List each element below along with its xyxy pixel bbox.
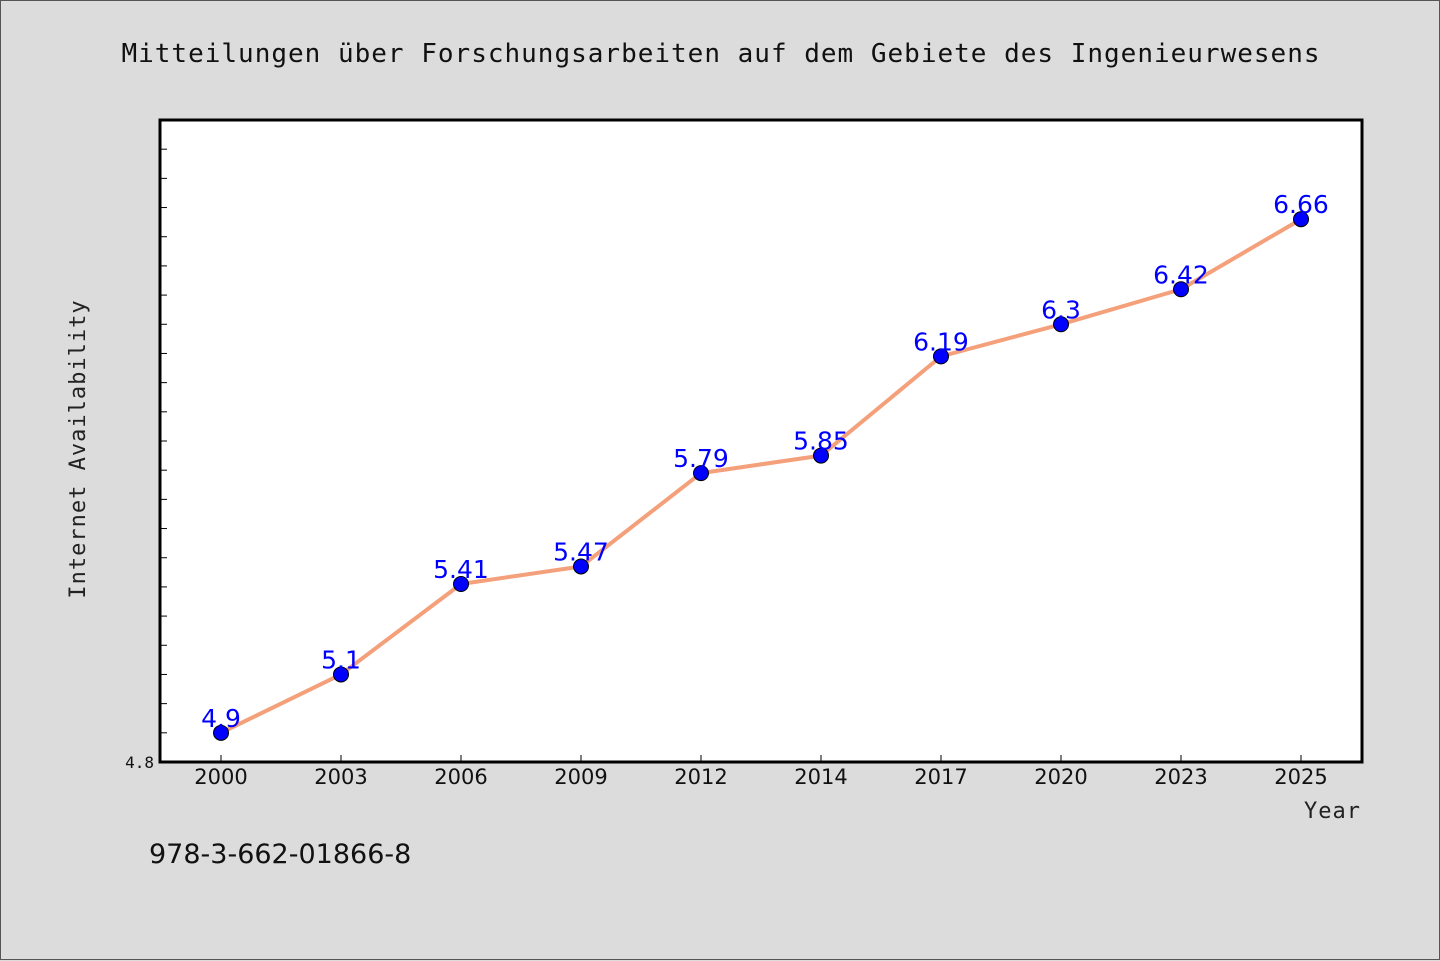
x-axis-tick-labels: 2000 2003 2006 2009 2012 2014 2017 2020 2023 2025 (194, 765, 1327, 789)
x-tick-label: 2003 (314, 765, 367, 789)
plot-area (158, 118, 1364, 764)
y-tick-label-min: 4.8 (125, 753, 154, 772)
data-point (1053, 316, 1069, 333)
data-label: 6.19 (913, 327, 969, 356)
x-tick-label: 2023 (1154, 765, 1207, 789)
series-line-group (220, 217, 1303, 735)
data-labels: 4.9 5.1 5.41 5.47 5.79 5.85 6.19 6.3 6.42 6.66 (201, 190, 1329, 733)
x-tick-label: 2020 (1034, 765, 1087, 789)
data-point (813, 447, 829, 464)
x-tick-label: 2025 (1274, 765, 1327, 789)
chart-title: Mitteilungen über Forschungsarbeiten auf… (121, 39, 1320, 69)
data-point (1293, 211, 1309, 228)
data-label: 5.47 (553, 537, 609, 566)
series-line (220, 217, 1303, 735)
x-tick-label: 2012 (674, 765, 727, 789)
data-point (573, 558, 589, 575)
data-point (1173, 281, 1189, 298)
data-label: 6.66 (1273, 190, 1329, 219)
data-label: 5.85 (793, 427, 849, 456)
x-tick-label: 2017 (914, 765, 967, 789)
data-point (693, 465, 709, 482)
data-point (333, 666, 349, 683)
y-axis-ticks (160, 148, 167, 763)
data-label: 6.42 (1153, 260, 1209, 289)
x-axis-label: Year (1304, 799, 1361, 824)
data-label: 4.9 (201, 704, 241, 733)
data-point (213, 724, 229, 741)
data-label: 5.1 (321, 645, 361, 674)
data-point (933, 348, 949, 365)
data-label: 5.41 (433, 555, 489, 584)
x-axis-ticks (220, 755, 1302, 762)
y-axis-label: Internet Availability (66, 299, 91, 598)
x-tick-label: 2000 (194, 765, 247, 789)
data-point (453, 575, 469, 592)
data-label: 6.3 (1041, 295, 1081, 324)
x-tick-label: 2006 (434, 765, 487, 789)
x-tick-label: 2014 (794, 765, 847, 789)
data-markers (213, 211, 1309, 741)
footer-isbn: 978-3-662-01866-8 (149, 839, 411, 870)
data-label: 5.79 (673, 444, 729, 473)
x-tick-label: 2009 (554, 765, 607, 789)
